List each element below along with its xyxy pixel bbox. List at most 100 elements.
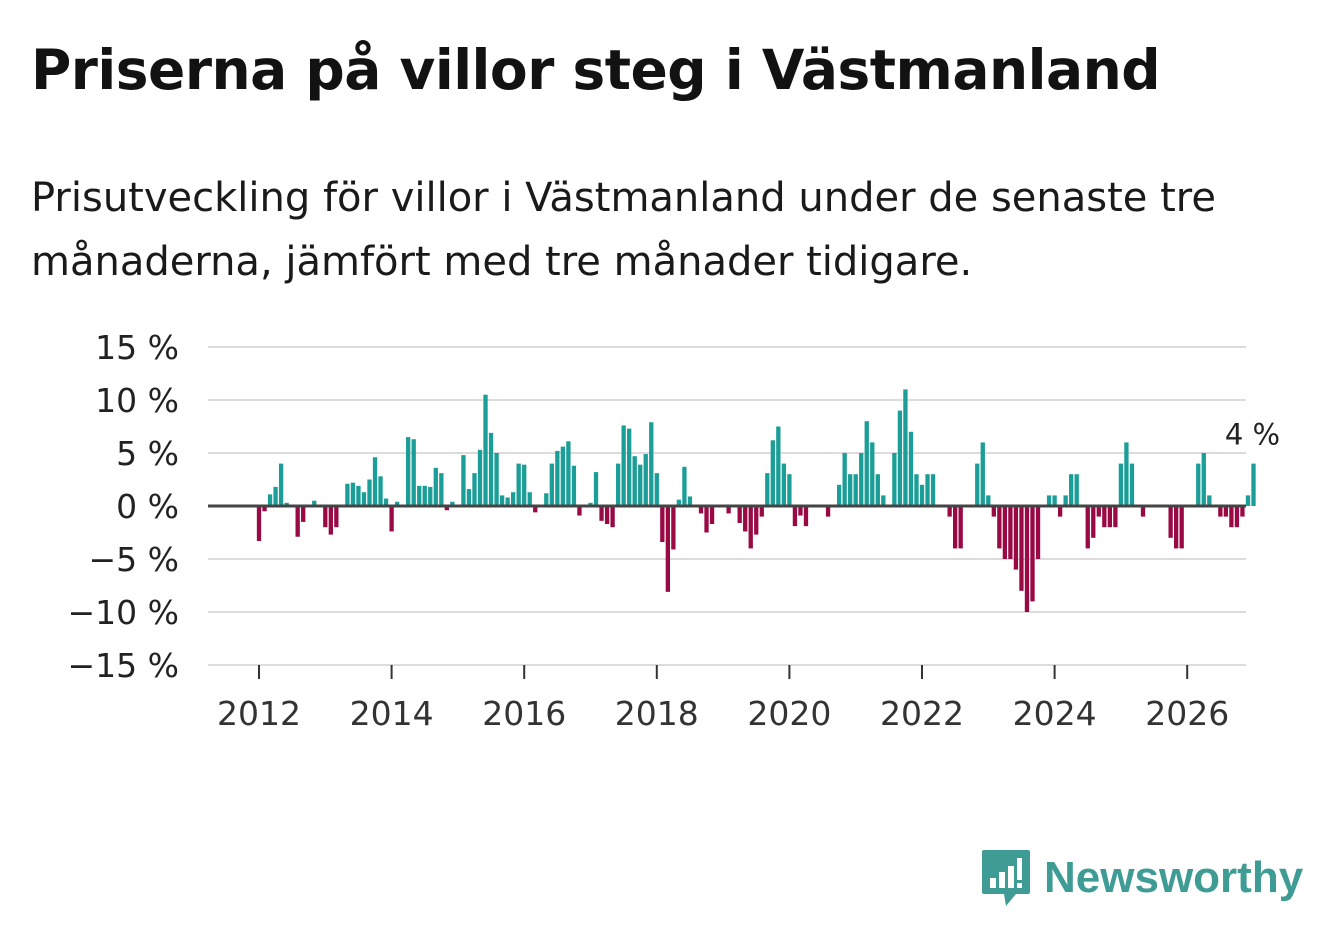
bar: [803, 506, 809, 527]
bar: [1168, 506, 1173, 538]
bar: [1113, 506, 1118, 528]
x-tick-label: 2012: [217, 694, 301, 733]
bar: [1107, 506, 1113, 528]
bar: [881, 495, 886, 506]
bar: [1008, 506, 1013, 559]
bar: [444, 506, 450, 511]
bar: [477, 449, 483, 506]
x-tick-label: 2026: [1145, 694, 1229, 733]
bar: [621, 425, 626, 506]
newsworthy-logo-icon: [982, 850, 1030, 906]
bar: [875, 474, 880, 506]
bar: [383, 498, 389, 506]
bar: [615, 463, 621, 506]
bar: [1069, 474, 1074, 506]
bar: [1019, 506, 1024, 591]
bar: [433, 467, 438, 506]
bar: [604, 506, 610, 525]
bar: [643, 454, 648, 506]
bar: [1013, 506, 1019, 570]
bar: [958, 506, 963, 549]
bar: [278, 463, 284, 506]
bar: [1229, 506, 1234, 528]
bar: [345, 483, 350, 506]
bar: [334, 506, 339, 528]
bar: [792, 506, 798, 527]
bar: [798, 506, 803, 516]
bar: [1240, 506, 1245, 517]
y-tick-label: −10 %: [68, 593, 180, 632]
bar: [649, 422, 654, 506]
bar: [494, 453, 499, 506]
bar: [709, 506, 715, 525]
bar: [417, 485, 422, 506]
x-tick-label: 2020: [747, 694, 831, 733]
bar: [754, 506, 759, 535]
bar: [499, 495, 505, 506]
bar: [555, 450, 560, 506]
bar: [1057, 506, 1063, 517]
newsworthy-logo: Newsworthy: [980, 848, 1303, 908]
bar: [1207, 495, 1212, 506]
bar: [859, 453, 864, 506]
y-tick-label: 5 %: [116, 434, 179, 473]
bar: [1074, 474, 1079, 506]
bar: [1201, 453, 1206, 506]
bar: [825, 506, 831, 517]
chart-title: Priserna på villor steg i Västmanland: [31, 38, 1161, 102]
bar: [776, 426, 781, 506]
y-tick-label: 10 %: [95, 381, 179, 420]
bar: [759, 506, 764, 517]
bar: [593, 472, 599, 506]
bar: [1179, 506, 1184, 549]
bar: [295, 506, 300, 537]
bar: [698, 506, 704, 514]
bar: [980, 442, 985, 506]
bar: [356, 485, 361, 506]
bar: [892, 453, 897, 506]
bar: [262, 506, 267, 512]
bar: [947, 506, 952, 517]
bar: [312, 500, 317, 506]
bar: [848, 474, 853, 506]
bar: [908, 431, 914, 506]
bar: [781, 463, 787, 506]
bar: [588, 502, 593, 506]
bar: [1118, 463, 1124, 506]
bar: [1140, 506, 1146, 517]
x-tick-label: 2014: [350, 694, 434, 733]
bar: [422, 485, 427, 506]
bar: [737, 506, 742, 523]
bar: [975, 463, 980, 506]
y-axis-ticks: 15 % 10 % 5 % 0 % −5 % −10 % −15 %: [68, 328, 180, 685]
bar: [952, 506, 958, 549]
bar: [1218, 506, 1223, 517]
bar: [1035, 506, 1041, 559]
x-tick-label: 2022: [880, 694, 964, 733]
bar: [864, 421, 869, 506]
last-value-label: 4 %: [1225, 418, 1280, 452]
bar: [323, 506, 328, 528]
bar: [522, 464, 527, 506]
bar: [571, 465, 577, 506]
bar: [1046, 495, 1052, 506]
bar: [1091, 506, 1096, 538]
bar: [505, 497, 510, 506]
bar: [267, 494, 273, 506]
bar: [897, 410, 903, 506]
bar: [925, 474, 930, 506]
bar: [919, 484, 925, 506]
bar: [743, 506, 748, 532]
bar: [903, 389, 908, 506]
bar: [1173, 506, 1179, 549]
y-tick-label: 0 %: [116, 487, 179, 526]
bar: [1030, 506, 1035, 602]
bar: [765, 473, 770, 506]
bar: [483, 394, 488, 506]
bar: [533, 506, 538, 513]
bar: [599, 506, 604, 521]
bar: [411, 439, 416, 506]
bar: [1129, 463, 1135, 506]
bar: [516, 463, 521, 506]
bar: [389, 506, 394, 532]
